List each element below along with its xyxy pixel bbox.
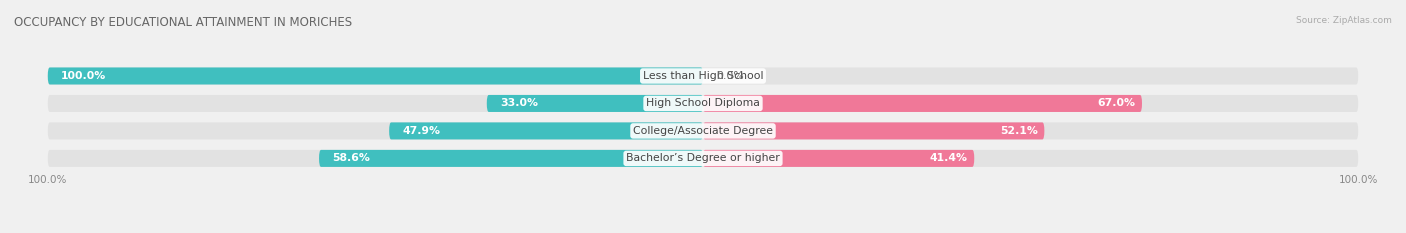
FancyBboxPatch shape [48,95,1358,112]
Text: Bachelor’s Degree or higher: Bachelor’s Degree or higher [626,153,780,163]
FancyBboxPatch shape [703,95,1142,112]
FancyBboxPatch shape [48,68,1358,85]
Text: 52.1%: 52.1% [1000,126,1038,136]
Text: Less than High School: Less than High School [643,71,763,81]
FancyBboxPatch shape [48,122,1358,139]
Text: 58.6%: 58.6% [332,153,370,163]
FancyBboxPatch shape [486,95,703,112]
Text: 100.0%: 100.0% [1339,175,1378,185]
Text: 67.0%: 67.0% [1098,99,1136,108]
Legend: Owner-occupied, Renter-occupied: Owner-occupied, Renter-occupied [595,230,811,233]
Text: College/Associate Degree: College/Associate Degree [633,126,773,136]
Text: 47.9%: 47.9% [402,126,440,136]
Text: 100.0%: 100.0% [60,71,105,81]
Text: Source: ZipAtlas.com: Source: ZipAtlas.com [1296,16,1392,25]
Text: High School Diploma: High School Diploma [647,99,759,108]
Text: 41.4%: 41.4% [929,153,967,163]
FancyBboxPatch shape [48,68,703,85]
FancyBboxPatch shape [703,122,1045,139]
FancyBboxPatch shape [319,150,703,167]
FancyBboxPatch shape [48,150,1358,167]
Text: 33.0%: 33.0% [501,99,538,108]
Text: OCCUPANCY BY EDUCATIONAL ATTAINMENT IN MORICHES: OCCUPANCY BY EDUCATIONAL ATTAINMENT IN M… [14,16,352,29]
FancyBboxPatch shape [703,150,974,167]
Text: 0.0%: 0.0% [716,71,744,81]
Text: 100.0%: 100.0% [28,175,67,185]
FancyBboxPatch shape [389,122,703,139]
